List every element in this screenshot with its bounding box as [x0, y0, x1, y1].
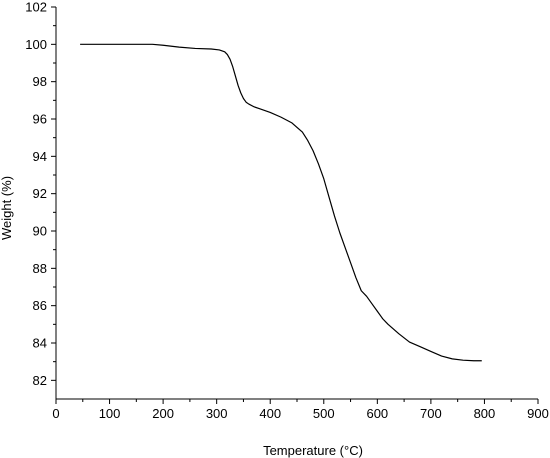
x-tick-label: 600 — [366, 406, 388, 421]
y-axis-ticks: 82 84 86 88 90 92 94 96 98 100 102 — [25, 0, 56, 388]
x-tick-label: 800 — [474, 406, 496, 421]
y-tick-label: 96 — [33, 112, 47, 127]
x-tick-label: 400 — [259, 406, 281, 421]
y-tick-label: 100 — [25, 37, 47, 52]
plot-area: 0 100 200 300 400 500 600 700 800 900 82 84 86 88 90 9… — [25, 0, 549, 421]
y-axis-title: Weight (%) — [0, 176, 14, 240]
x-tick-label: 300 — [206, 406, 228, 421]
y-tick-label: 84 — [33, 336, 47, 351]
y-tick-label: 82 — [33, 373, 47, 388]
x-axis-ticks: 0 100 200 300 400 500 600 700 800 900 — [52, 399, 549, 421]
x-tick-label: 0 — [52, 406, 59, 421]
y-tick-label: 90 — [33, 224, 47, 239]
x-tick-label: 500 — [313, 406, 335, 421]
x-tick-label: 200 — [152, 406, 174, 421]
y-tick-label: 92 — [33, 186, 47, 201]
y-tick-label: 86 — [33, 298, 47, 313]
x-tick-label: 100 — [99, 406, 121, 421]
x-axis-title: Temperature (°C) — [263, 443, 363, 458]
weight-curve — [80, 43, 482, 362]
y-tick-label: 102 — [25, 0, 47, 15]
y-tick-label: 98 — [33, 74, 47, 89]
x-tick-label: 900 — [527, 406, 549, 421]
x-tick-label: 700 — [420, 406, 442, 421]
y-tick-label: 94 — [33, 149, 47, 164]
y-tick-label: 88 — [33, 261, 47, 276]
